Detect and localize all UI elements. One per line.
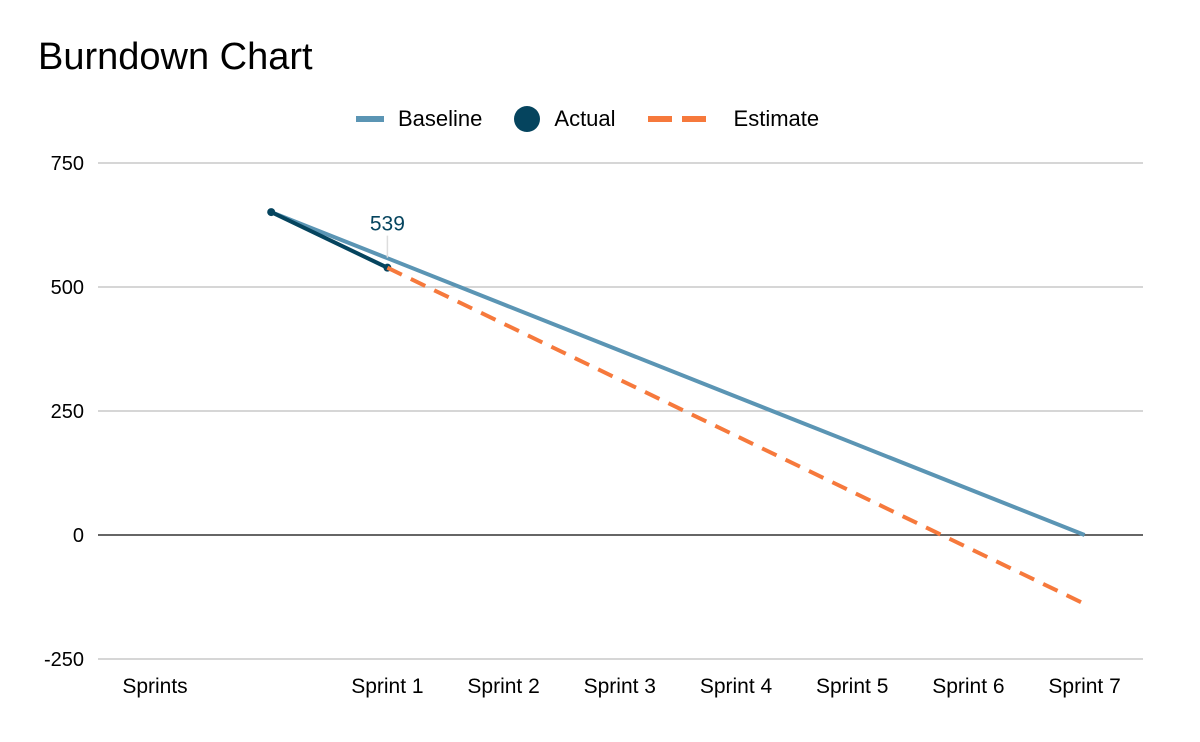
legend-swatch-actual [514, 106, 541, 132]
legend-item-baseline[interactable]: Baseline [356, 106, 482, 132]
x-tick-label: Sprint 5 [816, 675, 888, 698]
y-tick-label: 500 [51, 277, 84, 299]
legend-label-estimate: Estimate [733, 106, 820, 131]
chart-legend: Baseline Actual Estimate [356, 106, 851, 132]
series-line-estimate [386, 265, 1086, 606]
x-tick-label: Sprint 6 [932, 675, 1004, 698]
y-tick-label: 250 [51, 401, 84, 423]
series-line-baseline [270, 210, 1086, 537]
chart-title: Burndown Chart [38, 36, 313, 78]
legend-swatch-baseline [356, 116, 384, 122]
x-tick-label: Sprint 4 [700, 675, 773, 698]
legend-swatch-estimate [647, 116, 706, 122]
x-tick-label: Sprints [122, 675, 187, 698]
x-tick-label: Sprint 2 [467, 675, 539, 698]
series-line-actual [270, 210, 389, 270]
data-label: 539 [370, 213, 405, 236]
x-tick-label: Sprint 3 [584, 675, 656, 698]
legend-item-estimate[interactable]: Estimate [647, 106, 820, 132]
y-tick-label: 750 [51, 153, 84, 175]
x-tick-label: Sprint 1 [351, 675, 423, 698]
series-point-actual [267, 208, 276, 217]
legend-label-actual: Actual [554, 106, 616, 131]
legend-label-baseline: Baseline [398, 106, 483, 131]
y-tick-label: -250 [44, 649, 84, 671]
legend-item-actual[interactable]: Actual [514, 106, 616, 132]
x-tick-label: Sprint 7 [1048, 675, 1120, 698]
y-tick-label: 0 [73, 525, 84, 547]
